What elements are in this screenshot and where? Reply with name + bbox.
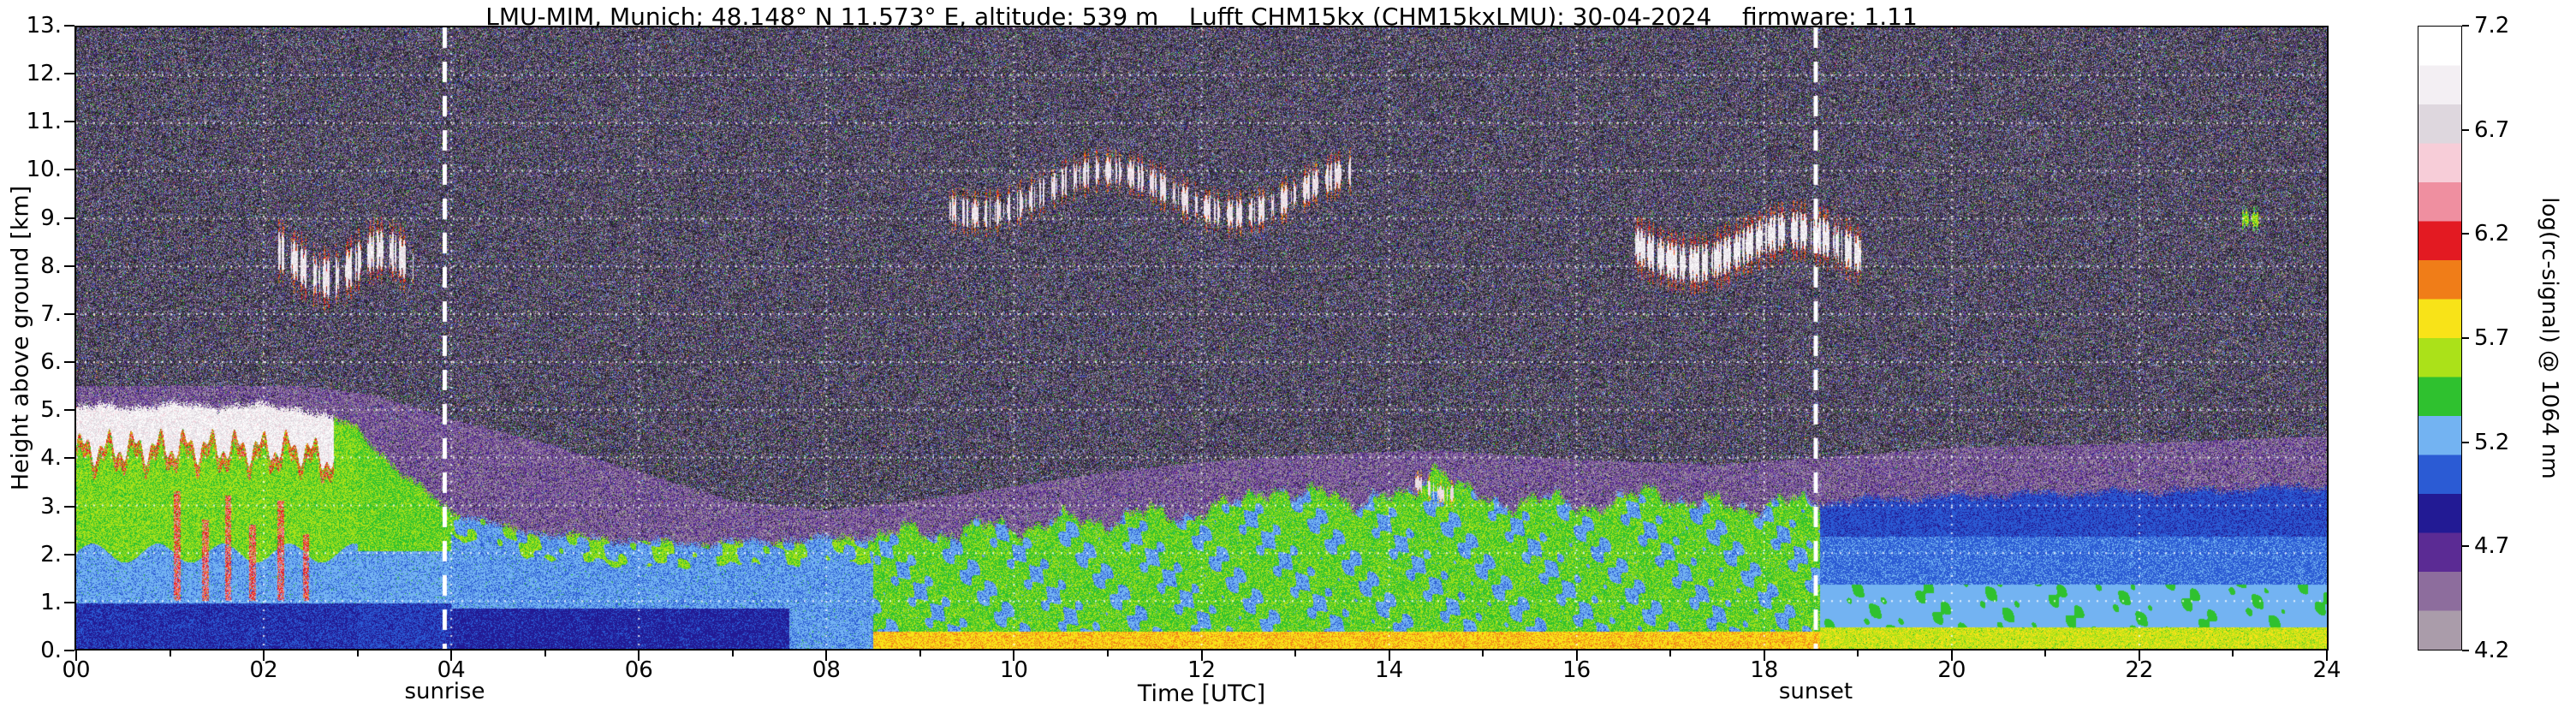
- x-tick-mark: [1950, 651, 1953, 661]
- x-tick-label: 08: [812, 657, 841, 683]
- x-tick-label: 24: [2312, 657, 2341, 683]
- y-tick-label: 6.: [40, 349, 62, 376]
- x-minor-tick-mark: [1482, 651, 1484, 656]
- y-tick-mark: [64, 121, 74, 123]
- colorbar-tick-mark: [2462, 25, 2469, 27]
- x-tick-mark: [1763, 651, 1765, 661]
- x-tick-label: 06: [624, 657, 653, 683]
- x-tick-mark: [1575, 651, 1578, 661]
- y-tick-label: 10.: [26, 157, 62, 183]
- y-tick-label: 9.: [40, 205, 62, 231]
- x-tick-label: 22: [2125, 657, 2154, 683]
- colorbar-tick-label: 6.2: [2474, 221, 2510, 247]
- y-tick-mark: [64, 312, 74, 315]
- y-tick-label: 8.: [40, 253, 62, 279]
- y-tick-label: 11.: [26, 109, 62, 135]
- x-tick-mark: [1013, 651, 1015, 661]
- colorbar-tick-mark: [2462, 233, 2469, 235]
- y-tick-mark: [64, 553, 74, 556]
- x-minor-tick-mark: [1106, 651, 1109, 656]
- y-tick-label: 7.: [40, 300, 62, 327]
- x-minor-tick-mark: [169, 651, 171, 656]
- x-tick-mark: [638, 651, 640, 661]
- x-minor-tick-mark: [2044, 651, 2047, 656]
- y-tick-mark: [64, 601, 74, 603]
- colorbar-tick-mark: [2462, 337, 2469, 339]
- y-tick-label: 1.: [40, 589, 62, 615]
- y-tick-label: 2.: [40, 541, 62, 567]
- x-minor-tick-mark: [731, 651, 734, 656]
- x-tick-label: 10: [999, 657, 1028, 683]
- colorbar-tick-label: 5.2: [2474, 429, 2510, 455]
- y-tick-label: 0.: [40, 638, 62, 663]
- y-tick-mark: [64, 73, 74, 75]
- x-minor-tick-mark: [2232, 651, 2234, 656]
- colorbar-tick-label: 4.2: [2474, 638, 2510, 663]
- x-tick-label: 12: [1187, 657, 1217, 683]
- y-tick-label: 13.: [26, 13, 62, 39]
- colorbar-tick-mark: [2462, 545, 2469, 548]
- y-tick-label: 5.: [40, 397, 62, 424]
- colorbar: [2418, 26, 2462, 651]
- y-tick-mark: [64, 361, 74, 364]
- y-tick-label: 4.: [40, 445, 62, 472]
- x-tick-label: 16: [1562, 657, 1591, 683]
- x-tick-label: 18: [1750, 657, 1779, 683]
- x-minor-tick-mark: [356, 651, 359, 656]
- x-tick-mark: [450, 651, 453, 661]
- sunrise-label: sunrise: [404, 679, 485, 704]
- y-tick-mark: [64, 409, 74, 412]
- plot-area: [74, 26, 2329, 651]
- y-tick-label: 3.: [40, 493, 62, 520]
- x-tick-label: 00: [62, 657, 91, 683]
- y-tick-mark: [64, 217, 74, 219]
- x-tick-mark: [75, 651, 77, 661]
- x-minor-tick-mark: [1857, 651, 1859, 656]
- colorbar-tick-mark: [2462, 441, 2469, 443]
- y-tick-mark: [64, 505, 74, 508]
- y-tick-mark: [64, 650, 74, 651]
- y-tick-mark: [64, 169, 74, 171]
- y-tick-mark: [64, 264, 74, 267]
- x-tick-mark: [1388, 651, 1390, 661]
- x-tick-label: 04: [437, 657, 466, 683]
- x-tick-mark: [2326, 651, 2328, 661]
- x-minor-tick-mark: [544, 651, 546, 656]
- x-minor-tick-mark: [919, 651, 921, 656]
- sunset-label: sunset: [1778, 679, 1853, 704]
- x-tick-mark: [263, 651, 265, 661]
- x-tick-label: 14: [1375, 657, 1404, 683]
- x-minor-tick-mark: [1669, 651, 1672, 656]
- x-axis-label: Time [UTC]: [1137, 680, 1266, 707]
- colorbar-tick-label: 7.2: [2474, 13, 2510, 39]
- backscatter-heatmap-canvas: [76, 27, 2327, 649]
- colorbar-tick-label: 5.7: [2474, 325, 2510, 351]
- x-tick-label: 20: [1937, 657, 1966, 683]
- y-tick-mark: [64, 25, 74, 27]
- colorbar-tick-mark: [2462, 128, 2469, 131]
- x-tick-mark: [825, 651, 828, 661]
- x-tick-label: 02: [249, 657, 278, 683]
- y-tick-label: 12.: [26, 61, 62, 87]
- x-tick-mark: [1200, 651, 1203, 661]
- x-tick-mark: [2138, 651, 2140, 661]
- y-tick-mark: [64, 457, 74, 460]
- colorbar-tick-label: 6.7: [2474, 116, 2510, 143]
- x-minor-tick-mark: [1294, 651, 1297, 656]
- colorbar-tick-label: 4.7: [2474, 533, 2510, 560]
- colorbar-tick-mark: [2462, 650, 2469, 651]
- colorbar-label: log(rc-signal) @ 1064 nm: [2537, 197, 2562, 479]
